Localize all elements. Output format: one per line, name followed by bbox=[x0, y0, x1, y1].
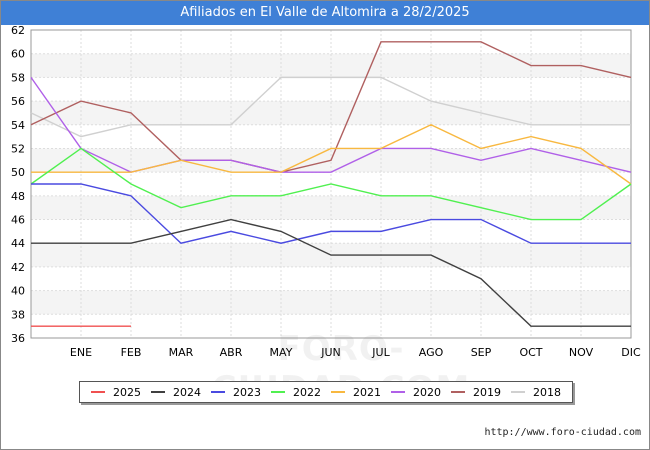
chart-legend: 2025 2024 2023 2022 2021 2020 2019 2018 bbox=[79, 381, 573, 403]
legend-label: 2021 bbox=[353, 385, 381, 399]
legend-item-2024: 2024 bbox=[151, 386, 201, 399]
legend-swatch bbox=[331, 391, 345, 393]
y-tick-label: 52 bbox=[11, 142, 25, 155]
legend-item-2018: 2018 bbox=[511, 386, 561, 399]
legend-label: 2024 bbox=[173, 385, 201, 399]
x-tick-label: JUL bbox=[371, 346, 390, 359]
legend-swatch bbox=[211, 391, 225, 393]
series-line-2019 bbox=[30, 41, 632, 173]
grid-band bbox=[31, 101, 631, 125]
chart-title: Afiliados en El Valle de Altomira a 28/2… bbox=[1, 1, 649, 25]
y-tick-label: 62 bbox=[11, 24, 25, 37]
legend-swatch bbox=[511, 391, 525, 393]
x-tick-label: FEB bbox=[121, 346, 142, 359]
y-tick-label: 54 bbox=[11, 119, 25, 132]
series-line-2024 bbox=[31, 218, 631, 327]
legend-swatch bbox=[271, 391, 285, 393]
x-tick-label: DIC bbox=[621, 346, 641, 359]
legend-swatch bbox=[91, 391, 105, 393]
y-tick-label: 36 bbox=[11, 332, 25, 345]
x-tick-label: MAY bbox=[270, 346, 293, 359]
legend-item-2019: 2019 bbox=[451, 386, 501, 399]
y-tick-label: 44 bbox=[11, 237, 25, 250]
x-tick-label: AGO bbox=[419, 346, 444, 359]
legend-label: 2022 bbox=[293, 385, 321, 399]
legend-label: 2019 bbox=[473, 385, 501, 399]
x-tick-label: OCT bbox=[519, 346, 542, 359]
y-tick-label: 42 bbox=[11, 261, 25, 274]
legend-item-2022: 2022 bbox=[271, 386, 321, 399]
legend-label: 2025 bbox=[113, 385, 141, 399]
legend-swatch bbox=[151, 391, 165, 393]
legend-item-2021: 2021 bbox=[331, 386, 381, 399]
x-tick-label: JUN bbox=[320, 346, 341, 359]
y-tick-label: 58 bbox=[11, 71, 25, 84]
legend-item-2023: 2023 bbox=[211, 386, 261, 399]
x-tick-label: ABR bbox=[220, 346, 243, 359]
series-line-2018 bbox=[30, 76, 631, 138]
y-tick-label: 56 bbox=[11, 95, 25, 108]
series-line-2022 bbox=[30, 147, 632, 221]
x-tick-label: NOV bbox=[569, 346, 594, 359]
y-tick-label: 50 bbox=[11, 166, 25, 179]
legend-item-2020: 2020 bbox=[391, 386, 441, 399]
legend-swatch bbox=[391, 391, 405, 393]
legend-label: 2023 bbox=[233, 385, 261, 399]
y-tick-label: 40 bbox=[11, 285, 25, 298]
x-tick-label: SEP bbox=[471, 346, 492, 359]
y-tick-label: 48 bbox=[11, 190, 25, 203]
y-tick-label: 38 bbox=[11, 308, 25, 321]
legend-swatch bbox=[451, 391, 465, 393]
x-tick-label: ENE bbox=[70, 346, 92, 359]
credit-text: http://www.foro-ciudad.com bbox=[484, 427, 641, 438]
y-tick-label: 46 bbox=[11, 214, 25, 227]
legend-label: 2018 bbox=[533, 385, 561, 399]
legend-label: 2020 bbox=[413, 385, 441, 399]
series-line-2021 bbox=[31, 123, 632, 185]
series-line-2023 bbox=[31, 183, 631, 244]
y-tick-label: 60 bbox=[11, 48, 25, 61]
x-tick-label: MAR bbox=[169, 346, 194, 359]
legend-item-2025: 2025 bbox=[91, 386, 141, 399]
